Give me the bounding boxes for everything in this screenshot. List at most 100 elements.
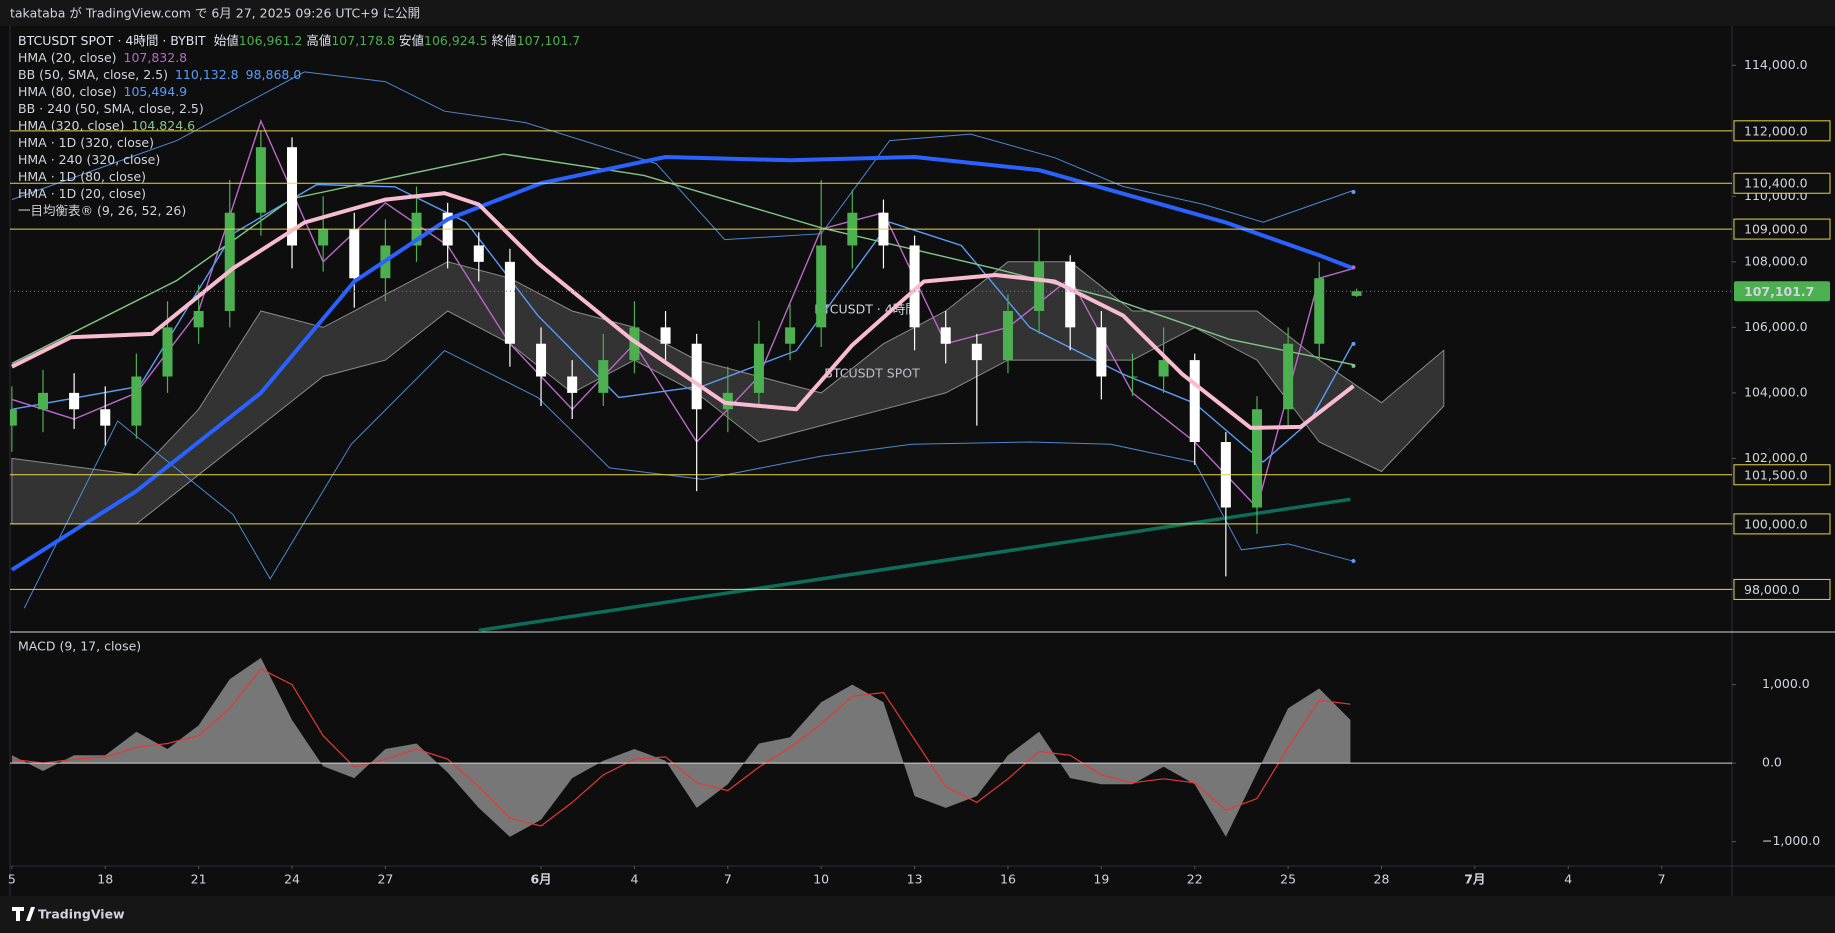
- x-tick-label: 7月: [1464, 872, 1485, 887]
- candle-body: [536, 343, 547, 377]
- legend-name: HMA · 240 (320, close): [18, 152, 160, 167]
- x-tick-label: 16: [1000, 872, 1016, 887]
- symbol: BTCUSDT SPOT · 4時間 · BYBIT: [18, 33, 206, 48]
- x-tick-label: 13: [907, 872, 923, 887]
- candle-body: [193, 310, 204, 328]
- ohlc-value: 106,924.5: [424, 33, 488, 48]
- footer-bar: [0, 896, 1835, 933]
- level-label-box: [1733, 578, 1831, 600]
- y-tick-label: 114,000.0: [1744, 57, 1808, 72]
- ohlc-name: 終値: [492, 33, 517, 48]
- publish-bar: [0, 0, 1835, 26]
- candle-body: [473, 245, 484, 262]
- candle-body: [318, 229, 329, 246]
- price-label-box: [1734, 281, 1830, 302]
- ohlc-name: 安値: [399, 33, 424, 48]
- candle-body: [131, 376, 142, 426]
- candle-body: [349, 229, 360, 279]
- x-tick-label: 18: [97, 872, 113, 887]
- candle-body: [162, 327, 173, 377]
- level-label: 101,500.0: [1744, 467, 1808, 482]
- candle-body: [224, 212, 235, 311]
- macd-title: MACD (9, 17, close): [18, 639, 141, 654]
- bollinger-band: [23, 349, 1354, 609]
- candle-body: [255, 147, 266, 213]
- level-label-box: [1733, 218, 1831, 240]
- symbol-header: BTCUSDT SPOT · 4時間 · BYBIT 始値106,961.2 高値1…: [18, 33, 580, 48]
- legend-value: 105,494.9: [124, 84, 188, 99]
- watermark-sub: BTCUSDT SPOT: [824, 366, 920, 381]
- ohlc-value: 107,101.7: [517, 33, 581, 48]
- indicator-line: [11, 183, 1355, 463]
- candle-body: [598, 360, 609, 393]
- legend-name: HMA · 1D (20, close): [18, 186, 146, 201]
- legend-name: 一目均衡表® (9, 26, 52, 26): [18, 203, 186, 218]
- legend-value: 98,868.0: [246, 67, 302, 82]
- y-tick-label: 1,000.0: [1762, 676, 1810, 691]
- candle-body: [971, 343, 982, 361]
- price-pane: BTCUSDT · 4時間 BTCUSDT SPOT: [10, 71, 1445, 632]
- logo-shape: [12, 907, 35, 921]
- legend-entry: 一目均衡表® (9, 26, 52, 26): [18, 203, 186, 218]
- legend-value: 107,832.8: [124, 50, 188, 65]
- bollinger-band: [11, 71, 1354, 241]
- level-label: 100,000.0: [1744, 516, 1808, 531]
- ohlc-value: 107,178.8: [331, 33, 395, 48]
- x-tick-label: 22: [1187, 872, 1203, 887]
- last-value-dot: [1351, 341, 1356, 346]
- x-tick-label: 27: [377, 872, 393, 887]
- candle-body: [69, 392, 80, 410]
- legend-name: HMA (320, close): [18, 118, 124, 133]
- candle-body: [1351, 291, 1362, 296]
- legend-entry: HMA · 1D (320, close): [18, 135, 154, 150]
- candle-body: [287, 147, 298, 246]
- price-label: 107,101.7: [1744, 284, 1814, 299]
- level-label-box: [1733, 172, 1831, 194]
- candle-body: [100, 409, 111, 426]
- candle-body: [37, 392, 48, 410]
- legend-name: BB · 240 (50, SMA, close, 2.5): [18, 101, 204, 116]
- y-tick-label: −1,000.0: [1762, 833, 1820, 848]
- macd-pane: [10, 657, 1732, 837]
- indicator-line-thick: [11, 191, 1355, 430]
- last-value-dot: [1351, 265, 1356, 270]
- x-tick-label: 19: [1093, 872, 1109, 887]
- ohlc-value: 106,961.2: [239, 33, 303, 48]
- x-tick-label: 7: [724, 872, 732, 887]
- candle-body: [10, 409, 17, 426]
- x-tick-label: 24: [284, 872, 300, 887]
- candle-body: [1283, 343, 1294, 410]
- y-tick-label: 106,000.0: [1744, 319, 1808, 334]
- candle-body: [909, 245, 920, 328]
- legend-entry: HMA · 240 (320, close): [18, 152, 160, 167]
- candle-body: [1251, 409, 1262, 508]
- legend-entry: HMA (320, close) 104,824.6: [18, 118, 195, 133]
- watermark: BTCUSDT · 4時間: [814, 302, 917, 317]
- last-value-dot: [1351, 189, 1356, 194]
- y-tick-label: 104,000.0: [1744, 384, 1808, 399]
- trend-line: [478, 497, 1351, 632]
- level-label-box: [1733, 464, 1831, 486]
- candle-body: [753, 343, 764, 393]
- legend-entry: BB · 240 (50, SMA, close, 2.5): [18, 101, 204, 116]
- candle-body: [1034, 261, 1045, 311]
- publish-text: takataba が TradingView.com で 6月 27, 2025…: [10, 6, 420, 21]
- legend-name: HMA · 1D (320, close): [18, 135, 154, 150]
- x-tick-label: 5: [8, 872, 16, 887]
- legend-entry: HMA (20, close) 107,832.8: [18, 50, 187, 65]
- overlay: 98,000.0 100,000.0 102,000.0 104,000.0 106,0…: [8, 33, 1831, 887]
- candle-body: [816, 245, 827, 328]
- candle-body: [1065, 261, 1076, 328]
- level-label: 112,000.0: [1744, 123, 1808, 138]
- legend-entry: BB (50, SMA, close, 2.5) 110,132.8 98,868.…: [18, 67, 301, 82]
- ohlc-name: 高値: [306, 33, 331, 48]
- level-label-box: [1733, 513, 1831, 535]
- candle-body: [567, 376, 578, 393]
- x-tick-label: 4: [1564, 872, 1572, 887]
- level-label: 98,000.0: [1744, 582, 1800, 597]
- x-tick-label: 21: [191, 872, 207, 887]
- candle-body: [1158, 360, 1169, 377]
- candle-body: [660, 327, 671, 344]
